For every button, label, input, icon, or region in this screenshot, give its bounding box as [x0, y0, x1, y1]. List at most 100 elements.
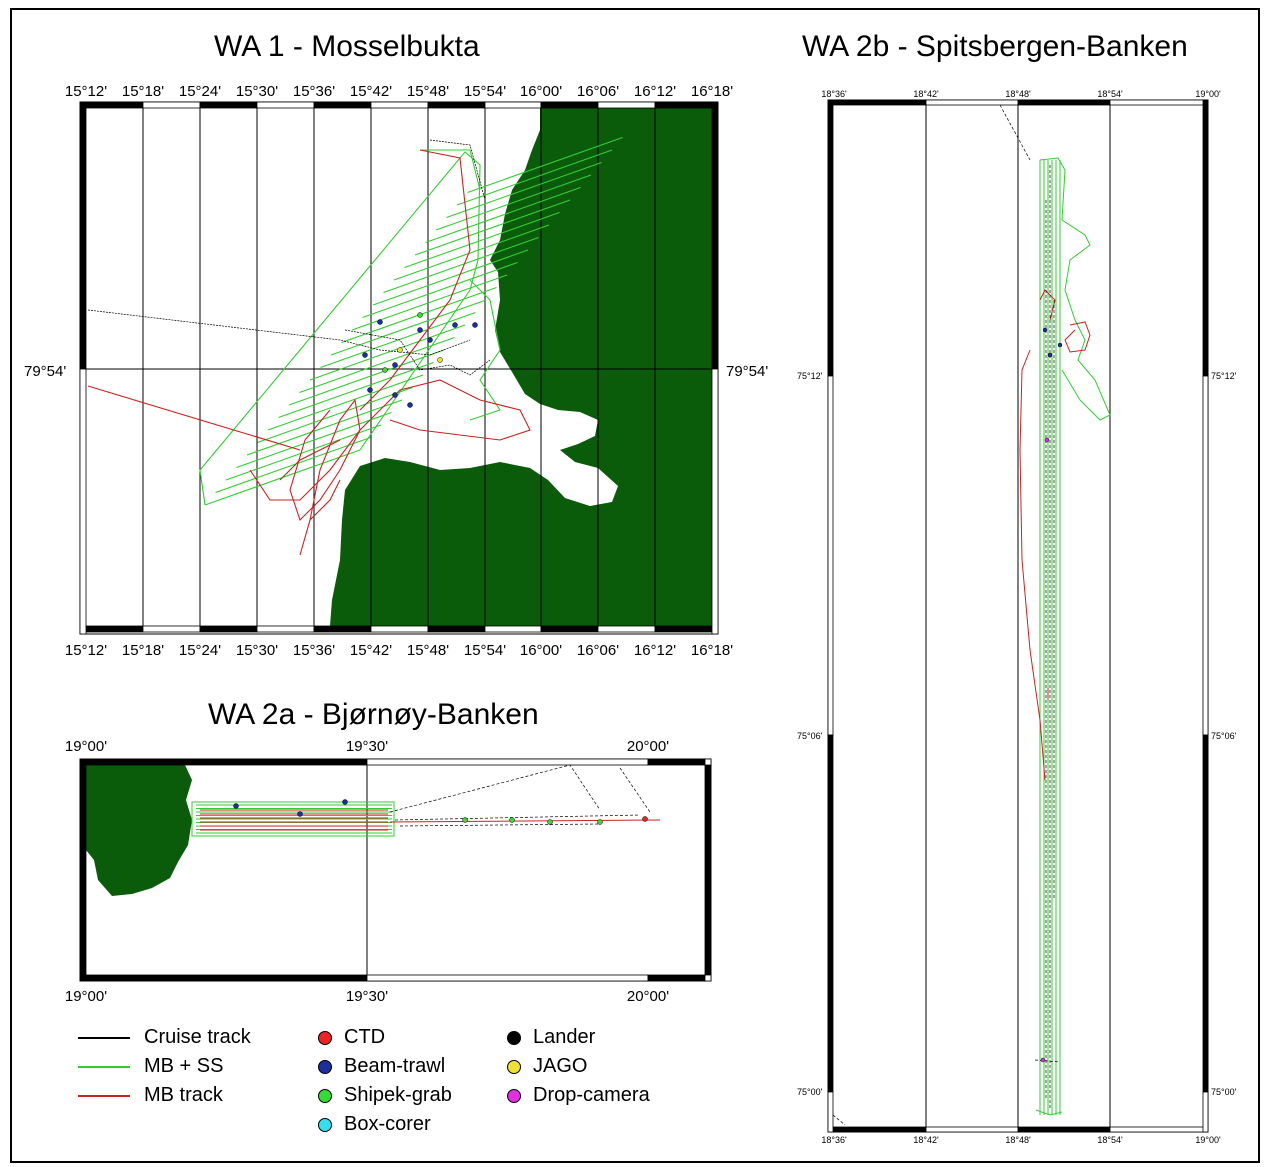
mb-track-line: [359, 149, 471, 411]
wa2b-lat-tick-right: 75°06': [1211, 731, 1237, 741]
jago-marker: [437, 357, 443, 363]
legend-lander: Lander: [507, 1026, 595, 1049]
wa2b-lon-tick-top: 18°54': [1097, 89, 1123, 99]
mb-ss-line: [215, 436, 371, 494]
wa1-lon-tick-top: 16°06': [577, 83, 619, 100]
frame-segment: [1109, 99, 1209, 106]
legend-shipek-grab: Shipek-grab: [318, 1084, 452, 1107]
wa2b-lon-tick-top: 19°00': [1195, 89, 1221, 99]
frame-segment: [827, 99, 834, 377]
frame-segment: [1109, 1126, 1209, 1133]
frame-segment: [79, 368, 87, 635]
wa2a-lon-tick-top: 19°00': [65, 738, 107, 755]
legend-label: Box-corer: [344, 1113, 431, 1135]
legend-ctd: CTD: [318, 1026, 385, 1049]
legend-label: Drop-camera: [533, 1084, 650, 1106]
wa1-lon-tick-bottom: 16°12': [634, 642, 676, 659]
beam-trawl-marker: [342, 799, 348, 805]
beam-trawl-marker: [297, 811, 303, 817]
ctd-marker-icon: [318, 1030, 332, 1045]
mb-ss-line: [330, 299, 487, 356]
wa2b-cruise-track: [832, 104, 1061, 1126]
legend-mb-track: MB track: [78, 1084, 223, 1107]
wa2b-tracks: [832, 104, 1111, 1126]
legend-label: Beam-trawl: [344, 1055, 446, 1077]
cruise-track-line: [87, 139, 486, 356]
wa2b-lon-tick-bottom: 19°00': [1195, 1135, 1221, 1145]
mb-track-transit: [87, 385, 301, 451]
mb-track-line: [289, 398, 361, 556]
mb-ss-line: [320, 311, 476, 369]
frame-segment: [366, 758, 649, 766]
shipek-grab-marker-icon: [318, 1088, 332, 1103]
wa2a-lon-tick-bottom: 20°00': [627, 988, 669, 1005]
legend-mb-ss: MB + SS: [78, 1055, 223, 1078]
wa1-lon-tick-bottom: 15°36': [293, 642, 335, 659]
wa2b-title: WA 2b - Spitsbergen-Banken: [802, 30, 1188, 63]
frame-segment: [79, 974, 368, 982]
beam-trawl-marker: [417, 327, 423, 333]
wa1-lon-tick-bottom: 15°18': [122, 642, 164, 659]
mb-ss-outline: [1035, 1109, 1063, 1116]
wa1-lon-tick-top: 15°42': [350, 83, 392, 100]
legend-label: Lander: [533, 1026, 596, 1048]
wa1-title: WA 1 - Mosselbukta: [214, 30, 480, 63]
frame-segment: [79, 101, 87, 370]
beam-trawl-marker: [392, 362, 398, 368]
frame-segment: [142, 625, 201, 633]
frame-segment: [540, 101, 599, 109]
wa2a-tick-labels: 19°00' 19°00' 19°30' 19°30' 20°00' 20°00': [65, 738, 669, 1005]
wa2a-lon-tick-bottom: 19°00': [65, 988, 107, 1005]
wa1-lon-tick-bottom: 15°24': [179, 642, 221, 659]
frame-segment: [484, 625, 542, 633]
shipek-grab-marker: [509, 817, 515, 823]
frame-segment: [427, 101, 486, 109]
frame-segment: [370, 625, 429, 633]
frame-segment: [1017, 1126, 1111, 1133]
wa1-lon-tick-bottom: 16°18': [691, 642, 733, 659]
wa1-lon-tick-top: 16°00': [520, 83, 562, 100]
mb-ss-line: [246, 399, 403, 456]
wa1-lon-tick-top: 16°12': [634, 83, 676, 100]
beam-trawl-marker: [362, 352, 368, 358]
legend-label: Shipek-grab: [344, 1084, 452, 1106]
frame-segment: [654, 625, 719, 633]
frame-segment: [1017, 99, 1111, 106]
drop-camera-marker: [1040, 1057, 1046, 1063]
frame-segment: [1202, 375, 1209, 736]
wa2a-map-frame: [79, 758, 712, 982]
mb-ss-line: [425, 186, 581, 244]
frame-segment: [925, 1126, 1019, 1133]
mb-track-line: [279, 439, 341, 521]
mb-ss-line: [456, 149, 613, 206]
shipek-grab-marker: [462, 817, 468, 823]
frame-segment: [199, 625, 258, 633]
wa1-map[interactable]: 15°12' 15°12' 15°18' 15°18' 15°24' 15°24' 15°3…: [24, 83, 768, 659]
frame-segment: [79, 758, 368, 766]
wa2a-map[interactable]: 19°00' 19°00' 19°30' 19°30' 20°00' 20°00': [65, 738, 712, 1005]
frame-segment: [1202, 734, 1209, 1093]
wa1-lon-tick-bottom: 15°12': [65, 642, 107, 659]
wa2b-map[interactable]: 18°36' 18°36' 18°42' 18°42' 18°48' 18°48' 18°5…: [797, 89, 1237, 1145]
legend-box-corer: Box-corer: [318, 1113, 431, 1136]
wa1-lon-tick-top: 15°12': [65, 83, 107, 100]
legend-label: Cruise track: [144, 1026, 251, 1048]
beam-trawl-marker: [1057, 342, 1063, 348]
wa2b-lon-tick-bottom: 18°54': [1097, 1135, 1123, 1145]
legend-jago: JAGO: [507, 1055, 587, 1078]
frame-segment: [313, 625, 372, 633]
wa1-lon-tick-top: 16°18': [691, 83, 733, 100]
frame-segment: [647, 974, 712, 982]
frame-segment: [597, 101, 656, 109]
frame-segment: [427, 625, 486, 633]
beam-trawl-marker-icon: [318, 1059, 332, 1074]
mb-ss-swatch: [78, 1065, 130, 1068]
jago-marker: [397, 347, 403, 353]
frame-segment: [704, 758, 712, 982]
drop-camera-marker-icon: [507, 1088, 521, 1103]
beam-trawl-marker: [407, 402, 413, 408]
frame-segment: [366, 974, 649, 982]
wa1-lon-tick-top: 15°36': [293, 83, 335, 100]
wa1-tick-labels: 15°12' 15°12' 15°18' 15°18' 15°24' 15°24' 15°3…: [24, 83, 768, 659]
